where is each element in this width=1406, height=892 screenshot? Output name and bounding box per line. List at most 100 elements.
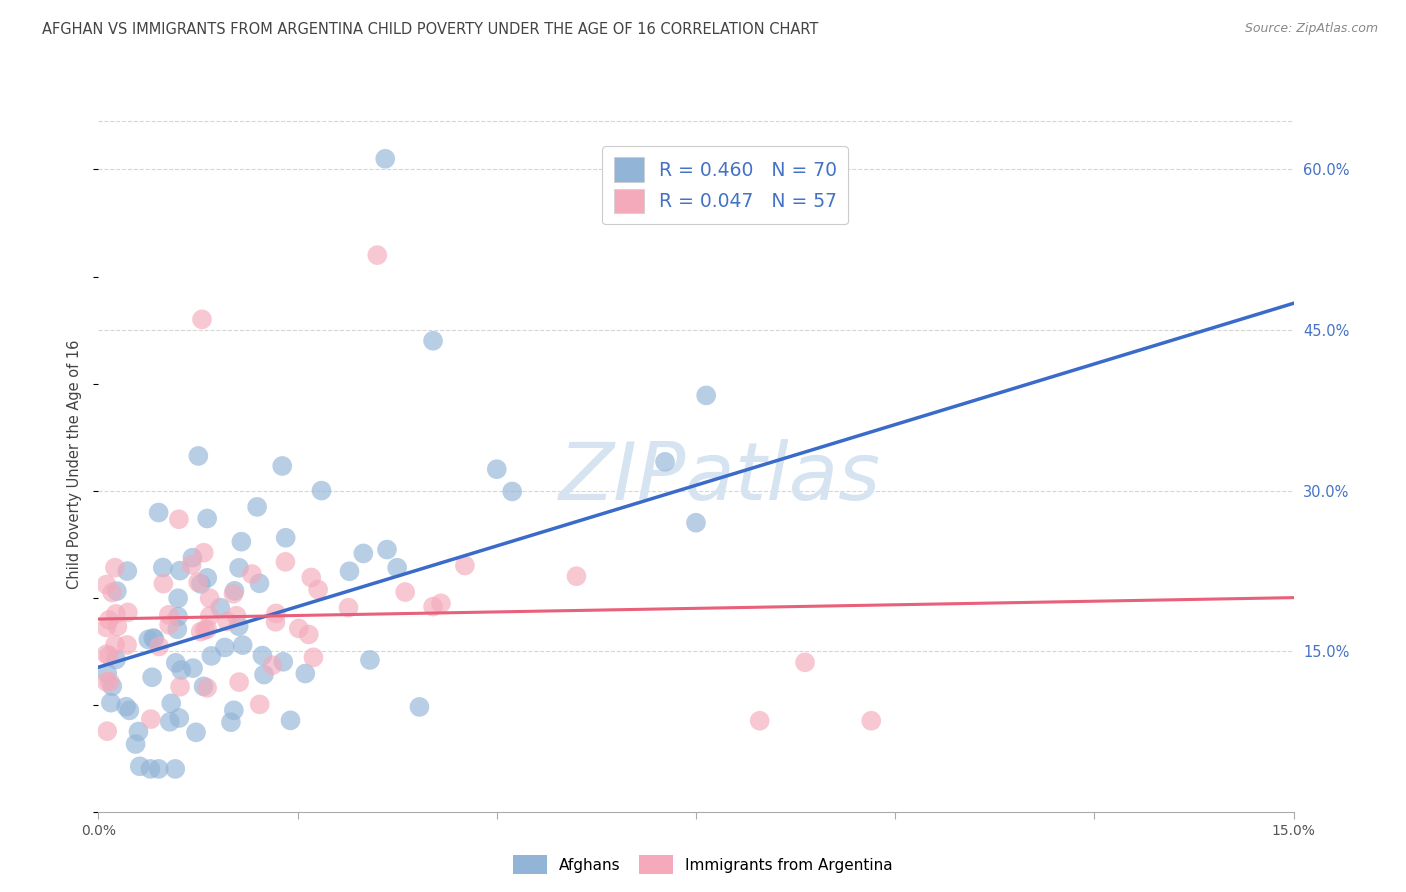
Point [198, 591, 221, 606]
Legend: R = 0.460   N = 70, R = 0.047   N = 57: R = 0.460 N = 70, R = 0.047 N = 57 [602, 146, 848, 225]
Point [262, 658, 284, 673]
Point [157, 607, 180, 622]
Point [118, 703, 141, 717]
Point [96, 724, 118, 739]
Point [501, 484, 523, 499]
Point [139, 712, 162, 726]
Point [224, 583, 246, 598]
Point [157, 617, 180, 632]
Point [148, 506, 170, 520]
Point [408, 700, 430, 714]
Point [96, 577, 118, 591]
Point [430, 596, 453, 610]
Text: ZIPatlas: ZIPatlas [558, 439, 882, 516]
Point [167, 512, 190, 526]
Point [219, 715, 242, 730]
Point [124, 737, 146, 751]
Point [104, 638, 127, 652]
Point [98, 648, 121, 663]
Point [352, 546, 374, 560]
Point [394, 585, 416, 599]
Point [366, 248, 388, 262]
Point [143, 632, 166, 646]
Point [264, 615, 287, 629]
Point [217, 615, 239, 629]
Point [193, 679, 215, 693]
Point [654, 455, 676, 469]
Point [454, 558, 477, 573]
Point [96, 647, 118, 661]
Point [339, 564, 361, 578]
Point [136, 632, 159, 647]
Point [169, 680, 191, 694]
Point [101, 679, 124, 693]
Point [159, 714, 181, 729]
Point [160, 696, 183, 710]
Point [167, 711, 190, 725]
Point [280, 714, 302, 728]
Point [142, 631, 165, 645]
Point [181, 550, 204, 565]
Point [101, 585, 124, 599]
Point [100, 696, 122, 710]
Point [187, 575, 209, 590]
Point [287, 622, 309, 636]
Point [139, 762, 162, 776]
Point [240, 566, 263, 581]
Point [127, 724, 149, 739]
Point [274, 555, 297, 569]
Point [169, 564, 191, 578]
Point [105, 584, 128, 599]
Point [860, 714, 883, 728]
Point [225, 608, 247, 623]
Point [148, 640, 170, 654]
Point [231, 534, 253, 549]
Point [170, 663, 193, 677]
Point [422, 599, 444, 614]
Point [249, 698, 271, 712]
Text: AFGHAN VS IMMIGRANTS FROM ARGENTINA CHILD POVERTY UNDER THE AGE OF 16 CORRELATIO: AFGHAN VS IMMIGRANTS FROM ARGENTINA CHIL… [42, 22, 818, 37]
Point [165, 656, 187, 670]
Point [107, 619, 129, 633]
Point [253, 667, 276, 681]
Y-axis label: Child Poverty Under the Age of 16: Child Poverty Under the Age of 16 [67, 339, 83, 589]
Point [184, 725, 207, 739]
Point [195, 571, 218, 585]
Point [148, 762, 170, 776]
Point [274, 531, 297, 545]
Point [195, 622, 218, 636]
Point [104, 607, 127, 621]
Point [748, 714, 770, 728]
Text: Source: ZipAtlas.com: Source: ZipAtlas.com [1244, 22, 1378, 36]
Point [794, 656, 817, 670]
Point [190, 624, 212, 639]
Point [228, 619, 250, 633]
Point [152, 576, 174, 591]
Point [191, 312, 214, 326]
Point [209, 600, 232, 615]
Point [117, 605, 139, 619]
Point [695, 388, 717, 402]
Point [485, 462, 508, 476]
Point [96, 666, 118, 681]
Point [271, 458, 294, 473]
Point [128, 759, 150, 773]
Point [195, 681, 218, 695]
Point [271, 655, 294, 669]
Point [115, 638, 138, 652]
Point [194, 623, 217, 637]
Point [222, 587, 245, 601]
Point [422, 334, 444, 348]
Point [299, 570, 322, 584]
Point [115, 699, 138, 714]
Point [228, 675, 250, 690]
Point [141, 670, 163, 684]
Point [180, 558, 202, 572]
Point [198, 609, 221, 624]
Point [374, 152, 396, 166]
Point [190, 577, 212, 591]
Point [105, 652, 128, 666]
Point [685, 516, 707, 530]
Point [181, 661, 204, 675]
Point [195, 511, 218, 525]
